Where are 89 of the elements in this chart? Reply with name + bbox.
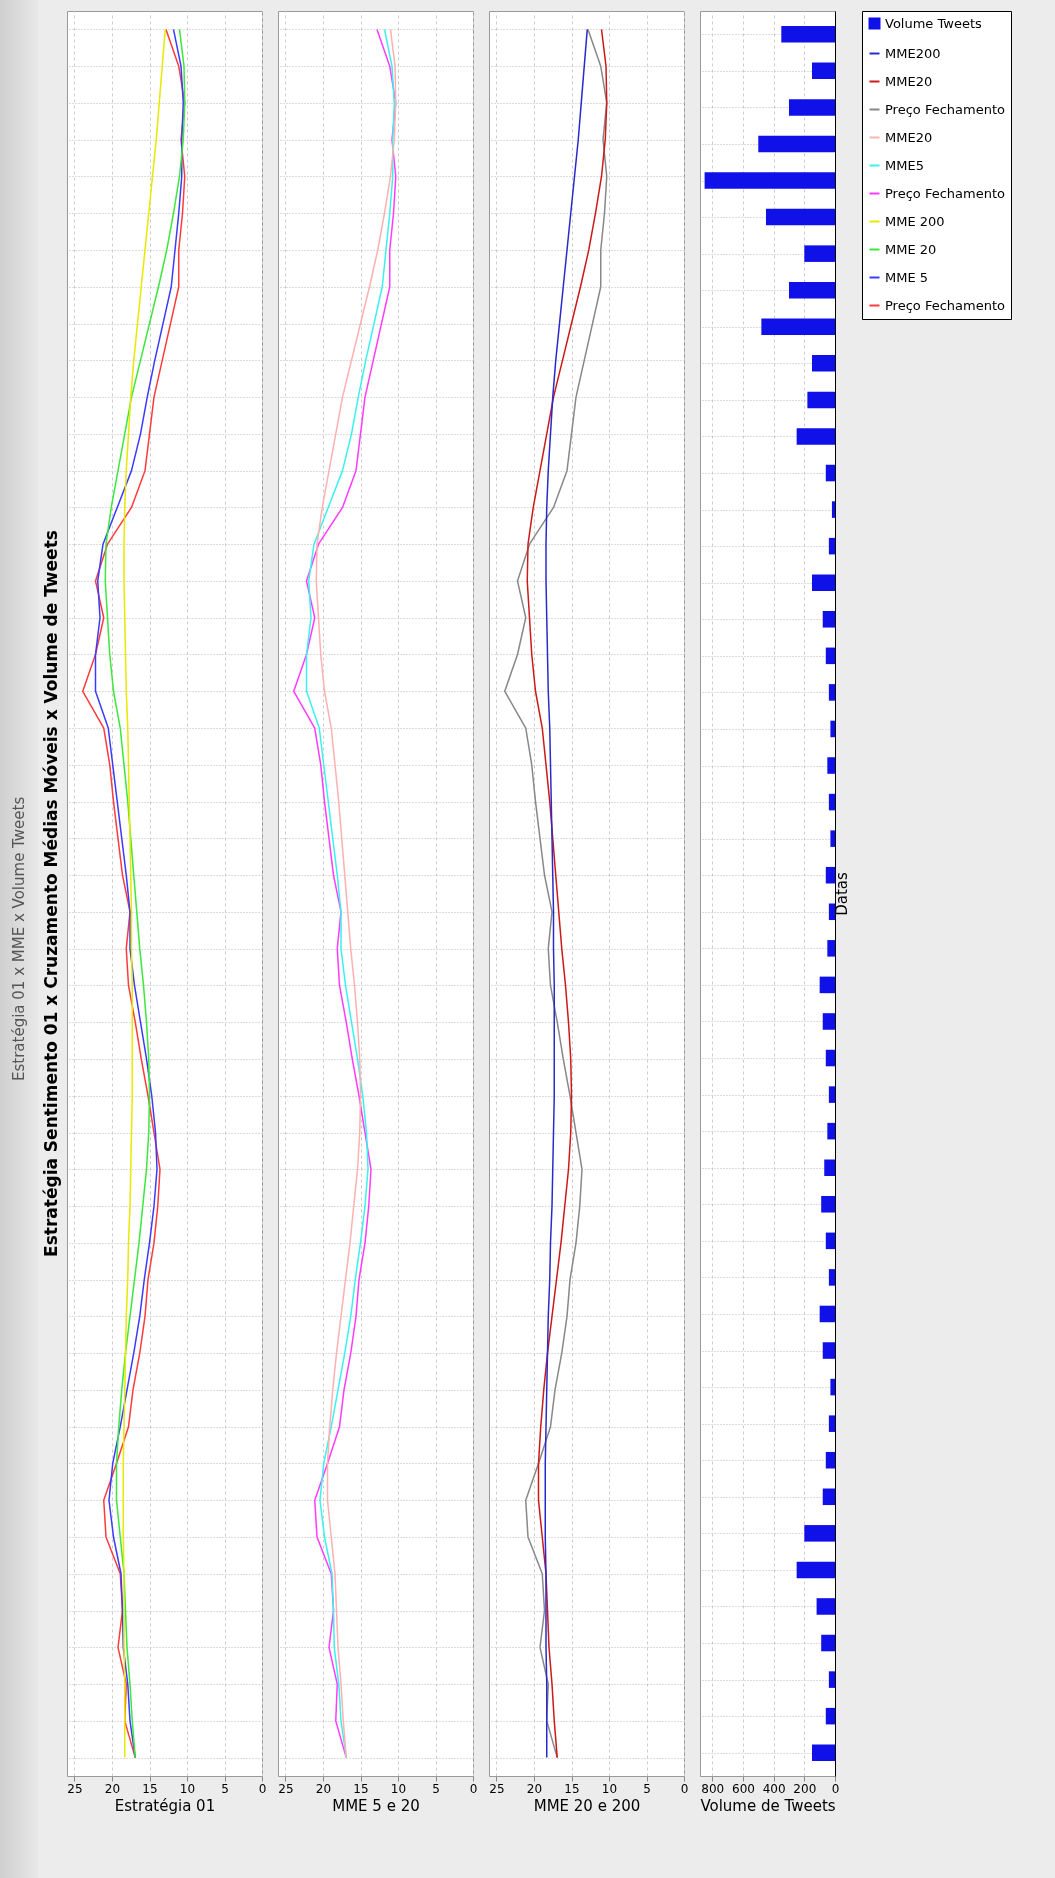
legend-label: MME200 bbox=[885, 45, 941, 61]
bar bbox=[827, 757, 835, 774]
bar bbox=[811, 62, 835, 80]
x-tick-label: 200 bbox=[793, 1781, 817, 1796]
x-tick-label: 20 bbox=[104, 1781, 121, 1796]
bar bbox=[824, 1159, 835, 1176]
x-axis-title: Volume de Tweets bbox=[700, 1796, 836, 1815]
legend-label: MME 5 bbox=[885, 269, 929, 285]
bar bbox=[804, 245, 835, 262]
legend-label: Preço Fechamento bbox=[885, 297, 1006, 313]
bar bbox=[704, 172, 835, 189]
bar bbox=[788, 99, 835, 116]
x-tick-label: 10 bbox=[179, 1781, 196, 1796]
x-tick-label: 5 bbox=[643, 1781, 651, 1796]
bar bbox=[825, 1232, 835, 1250]
bar bbox=[822, 611, 835, 628]
bar bbox=[825, 464, 835, 482]
bar bbox=[828, 903, 835, 921]
bar bbox=[796, 1561, 835, 1579]
bar bbox=[828, 1415, 835, 1432]
x-tick-label: 15 bbox=[142, 1781, 158, 1796]
x-tick-label: 20 bbox=[315, 1781, 332, 1796]
bar bbox=[804, 1525, 835, 1542]
x-axis-title: MME 5 e 20 bbox=[332, 1796, 420, 1815]
x-tick-label: 0 bbox=[258, 1781, 267, 1796]
x-tick-label: 10 bbox=[601, 1781, 618, 1796]
bar bbox=[758, 135, 835, 153]
bar bbox=[825, 1707, 835, 1725]
x-tick-label: 0 bbox=[469, 1781, 478, 1796]
text: Estratégia 01 x MME x Volume Tweets bbox=[0, 0, 38, 1878]
x-tick-label: 25 bbox=[67, 1781, 83, 1796]
bar bbox=[822, 1013, 835, 1030]
bar bbox=[828, 1269, 835, 1286]
bar bbox=[825, 1451, 835, 1469]
bar bbox=[825, 1049, 835, 1067]
legend-label: MME 200 bbox=[885, 213, 945, 229]
legend-label: MME20 bbox=[885, 129, 933, 145]
x-axis-title: Estratégia 01 bbox=[114, 1796, 216, 1815]
bar bbox=[765, 208, 835, 226]
x-tick-label: 0 bbox=[831, 1781, 840, 1796]
bar bbox=[830, 720, 835, 738]
bar bbox=[819, 976, 835, 994]
bar bbox=[811, 574, 835, 591]
bar bbox=[816, 1598, 835, 1615]
y-axis-title: Datas bbox=[832, 872, 851, 916]
bar bbox=[825, 647, 835, 665]
x-tick-label: 0 bbox=[680, 1781, 689, 1796]
x-tick-label: 20 bbox=[526, 1781, 543, 1796]
bar bbox=[821, 1196, 835, 1213]
bar bbox=[827, 1122, 835, 1140]
bar bbox=[828, 537, 835, 555]
bar bbox=[828, 793, 835, 811]
x-tick-label: 5 bbox=[221, 1781, 229, 1796]
bar bbox=[788, 281, 835, 299]
x-tick-label: 10 bbox=[390, 1781, 407, 1796]
legend-label: MME20 bbox=[885, 73, 933, 89]
x-tick-label: 15 bbox=[353, 1781, 369, 1796]
x-tick-label: 25 bbox=[278, 1781, 294, 1796]
x-tick-label: 400 bbox=[762, 1781, 786, 1796]
x-tick-label: 600 bbox=[732, 1781, 755, 1796]
legend-label: Preço Fechamento bbox=[885, 185, 1006, 201]
text: Estratégia Sentimento 01 x Cruzamento Médias Móveis x Volume de Tweets bbox=[40, 530, 61, 1257]
bar bbox=[828, 684, 835, 701]
bar bbox=[831, 501, 835, 518]
bar bbox=[819, 1305, 835, 1323]
legend-label: Volume Tweets bbox=[885, 15, 982, 31]
legend-label: MME5 bbox=[885, 157, 924, 173]
legend-label: Preço Fechamento bbox=[885, 101, 1006, 117]
bar bbox=[761, 318, 835, 336]
bar bbox=[825, 866, 835, 884]
x-tick-label: 800 bbox=[701, 1781, 725, 1796]
x-axis-title: MME 20 e 200 bbox=[533, 1796, 641, 1815]
x-tick-label: 25 bbox=[489, 1781, 505, 1796]
bar bbox=[822, 1342, 835, 1359]
bar bbox=[821, 1634, 835, 1652]
bar bbox=[807, 391, 835, 409]
x-tick-label: 15 bbox=[564, 1781, 580, 1796]
bar bbox=[822, 1488, 835, 1506]
legend-label: MME 20 bbox=[885, 241, 937, 257]
x-tick-label: 5 bbox=[432, 1781, 440, 1796]
bar bbox=[811, 1744, 835, 1761]
bar bbox=[827, 940, 835, 957]
bar bbox=[828, 1086, 835, 1103]
bar bbox=[828, 1671, 835, 1688]
bar bbox=[796, 428, 835, 445]
bar bbox=[830, 1378, 835, 1396]
bar bbox=[811, 355, 835, 372]
bar bbox=[830, 830, 835, 847]
bar bbox=[781, 26, 835, 43]
